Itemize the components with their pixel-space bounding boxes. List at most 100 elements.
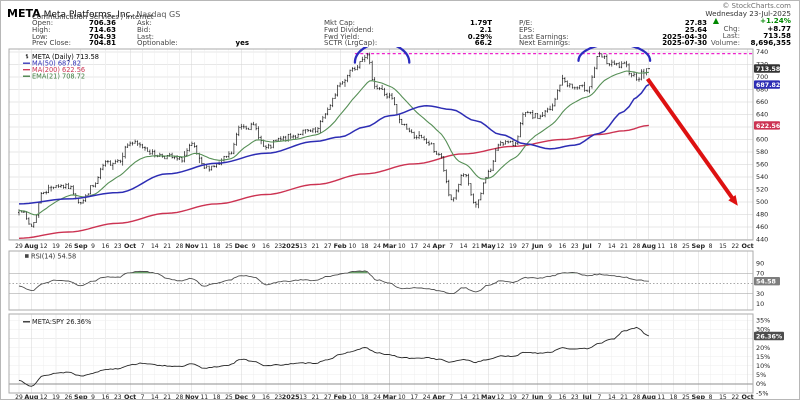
quote-column: Mkt Cap: 1.79T Fwd Dividend: 2.1 Fwd Yield: 0…	[324, 20, 492, 47]
symbol: META	[7, 7, 41, 20]
quote-field-value: yes	[235, 39, 249, 48]
svg-text:7: 7	[141, 243, 145, 250]
ohlc-bars	[18, 51, 650, 228]
quote-field-label: Next Earnings:	[519, 39, 571, 48]
svg-text:11: 11	[657, 394, 665, 400]
svg-text:18: 18	[213, 243, 221, 250]
svg-text:7: 7	[597, 243, 601, 250]
svg-text:21: 21	[472, 243, 480, 250]
volume-row: Volume: 8,696,355	[651, 39, 791, 47]
rsi-overbought-fill	[127, 271, 155, 274]
svg-text:14: 14	[151, 243, 159, 250]
price-grid	[9, 49, 753, 240]
quote-summary-box: Wednesday 23-Jul-2025 ▲ +1.24% Chg: +8.7…	[651, 10, 791, 47]
svg-text:9: 9	[91, 243, 95, 250]
svg-text:15: 15	[719, 243, 727, 250]
quote-field: Fwd Yield: 0.29%	[324, 32, 492, 41]
quote-field: Open: 706.36	[32, 20, 116, 27]
quote-field-label: Mkt Cap:	[324, 19, 356, 27]
svg-text:MA(50) 687.82: MA(50) 687.82	[32, 60, 81, 68]
svg-text:Sep: Sep	[74, 242, 88, 250]
svg-text:META (Daily) 713.58: META (Daily) 713.58	[32, 53, 99, 61]
svg-text:Sep: Sep	[692, 393, 706, 400]
svg-text:13: 13	[299, 394, 307, 400]
svg-text:10: 10	[349, 243, 357, 250]
ratio-axis-labels: 35%30% 20%15%10%5%0%-5% 26.36%	[754, 317, 784, 397]
svg-text:23: 23	[571, 243, 579, 250]
svg-text:Jul: Jul	[582, 393, 592, 400]
svg-text:19: 19	[52, 394, 60, 400]
svg-text:14: 14	[608, 243, 616, 250]
svg-text:Apr: Apr	[433, 242, 447, 250]
quote-field-label: P/E:	[519, 19, 533, 27]
svg-text:20%: 20%	[756, 344, 770, 352]
svg-text:16: 16	[102, 394, 110, 400]
svg-text:29: 29	[15, 243, 23, 250]
svg-text:Jun: Jun	[531, 242, 544, 250]
svg-text:18: 18	[361, 394, 369, 400]
svg-text:Oct: Oct	[741, 242, 753, 250]
svg-text:22: 22	[731, 243, 739, 250]
rsi-line	[18, 270, 649, 295]
ratio-line	[18, 326, 650, 387]
svg-text:0%: 0%	[756, 380, 766, 388]
svg-text:12: 12	[40, 243, 48, 250]
quote-field-label: Fwd Yield:	[324, 32, 360, 41]
svg-text:70: 70	[756, 270, 764, 278]
last-row: Last: 713.58	[651, 32, 791, 40]
svg-text:23: 23	[114, 394, 122, 400]
svg-text:Aug: Aug	[24, 393, 38, 400]
svg-text:10%: 10%	[756, 362, 770, 370]
quote-field-value: 2025-07-30	[662, 39, 707, 48]
svg-text:23: 23	[274, 394, 282, 400]
svg-text:30%: 30%	[756, 326, 770, 334]
svg-text:19: 19	[509, 243, 517, 250]
quote-field: Last Earnings: 2025-04-30	[519, 33, 707, 41]
price-legend-icon	[25, 54, 29, 59]
svg-text:18: 18	[670, 243, 678, 250]
svg-text:Aug: Aug	[642, 393, 656, 400]
svg-text:10: 10	[756, 300, 764, 308]
svg-text:Dec: Dec	[235, 393, 249, 400]
svg-text:740: 740	[756, 48, 768, 56]
svg-text:Oct: Oct	[124, 242, 136, 250]
svg-text:90: 90	[756, 259, 764, 267]
down-arrow-head	[728, 195, 738, 206]
svg-text:21: 21	[472, 394, 480, 400]
top-arc-annotation	[353, 47, 411, 64]
svg-text:25: 25	[682, 394, 690, 400]
svg-text:14: 14	[608, 394, 616, 400]
rsi-panel: 90 70 30 10 54.58 RSI(14) 54.58	[8, 250, 780, 311]
date-axis-bottom: 29 Aug 12 19 26 Sep 9 16 23 Oct 7 14 21 28 Nov 11 18 25 De…	[15, 393, 754, 400]
company-name: Meta Platforms, Inc.	[43, 10, 134, 20]
svg-text:9: 9	[252, 394, 256, 400]
svg-text:680: 680	[756, 86, 768, 94]
quote-field-value: 0.29%	[467, 32, 492, 41]
svg-text:520: 520	[756, 186, 768, 194]
svg-text:700: 700	[756, 73, 768, 81]
svg-text:16: 16	[262, 394, 270, 400]
svg-text:600: 600	[756, 136, 768, 144]
svg-text:May: May	[481, 242, 496, 250]
copyright: © StockCharts.com	[722, 2, 791, 10]
svg-text:19: 19	[52, 243, 60, 250]
date-axis-main: 29 Aug 12 19 26 Sep 9 16 23 Oct 7 14 21 28 Nov 11 18 25 De…	[15, 242, 754, 250]
svg-text:25: 25	[682, 243, 690, 250]
quote-column: Open: 706.36 High: 714.63 Low: 704.93 Prev Clo…	[32, 20, 116, 47]
svg-text:14: 14	[151, 394, 159, 400]
quote-field: P/E: 27.83	[519, 20, 707, 27]
svg-text:Oct: Oct	[741, 393, 753, 400]
quote-field: Prev Close: 704.81	[32, 40, 116, 47]
svg-text:22: 22	[731, 394, 739, 400]
svg-text:21: 21	[312, 394, 320, 400]
svg-text:26: 26	[65, 394, 73, 400]
svg-text:Aug: Aug	[24, 242, 38, 250]
quote-field-value: 27.83	[684, 19, 707, 27]
ma50-line	[18, 83, 650, 205]
quote-field: Last:	[137, 33, 249, 41]
svg-text:13: 13	[299, 243, 307, 250]
svg-text:Nov: Nov	[185, 393, 200, 400]
quote-header: META Meta Platforms, Inc. Nasdaq GS Commun…	[1, 1, 799, 47]
